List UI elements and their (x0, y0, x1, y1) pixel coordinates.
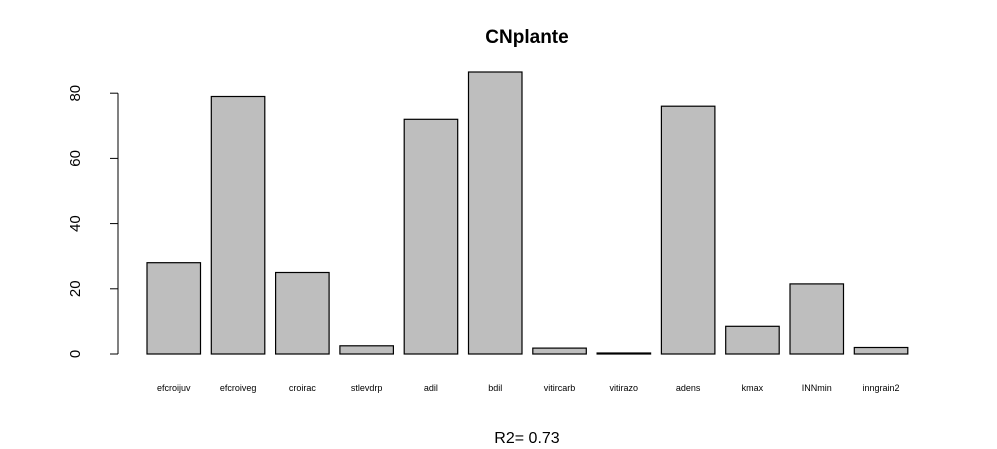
y-axis: 0 20 40 60 80 (67, 85, 119, 358)
bar-adil (403, 118, 459, 355)
bar-vitircarb (532, 347, 587, 355)
y-tick-label: 0 (67, 350, 84, 358)
category-label: stlevdrp (351, 383, 383, 393)
category-label: INNmin (802, 383, 832, 393)
category-label: vitirazo (610, 383, 639, 393)
bar-efcroijuv (146, 262, 202, 355)
bar-vitirazo (596, 352, 652, 355)
bar-INNmin (789, 283, 845, 355)
category-label: croirac (289, 383, 317, 393)
bars (146, 71, 909, 355)
category-label: kmax (742, 383, 764, 393)
bar-inngrain2 (853, 346, 909, 355)
y-tick-label: 40 (67, 215, 84, 232)
category-label: vitircarb (544, 383, 576, 393)
bar-bdil (467, 71, 523, 355)
y-tick-label: 20 (67, 280, 84, 297)
bar-efcroiveg (210, 95, 266, 355)
bar-stlevdrp (339, 345, 394, 355)
bar-adens (660, 105, 716, 355)
y-tick-label: 60 (67, 150, 84, 167)
category-label: efcroiveg (220, 383, 257, 393)
category-label: adil (424, 383, 438, 393)
category-labels: efcroijuv efcroiveg croirac stlevdrp adil bdi… (157, 383, 899, 393)
r2-annotation: R2= 0.73 (494, 430, 559, 447)
chart-title: CNplante (485, 27, 568, 48)
y-tick-label: 80 (67, 85, 84, 102)
bar-kmax (725, 325, 780, 355)
category-label: bdil (488, 383, 502, 393)
category-label: adens (676, 383, 701, 393)
bar-croirac (275, 271, 330, 355)
category-label: efcroijuv (157, 383, 191, 393)
category-label: inngrain2 (862, 383, 899, 393)
